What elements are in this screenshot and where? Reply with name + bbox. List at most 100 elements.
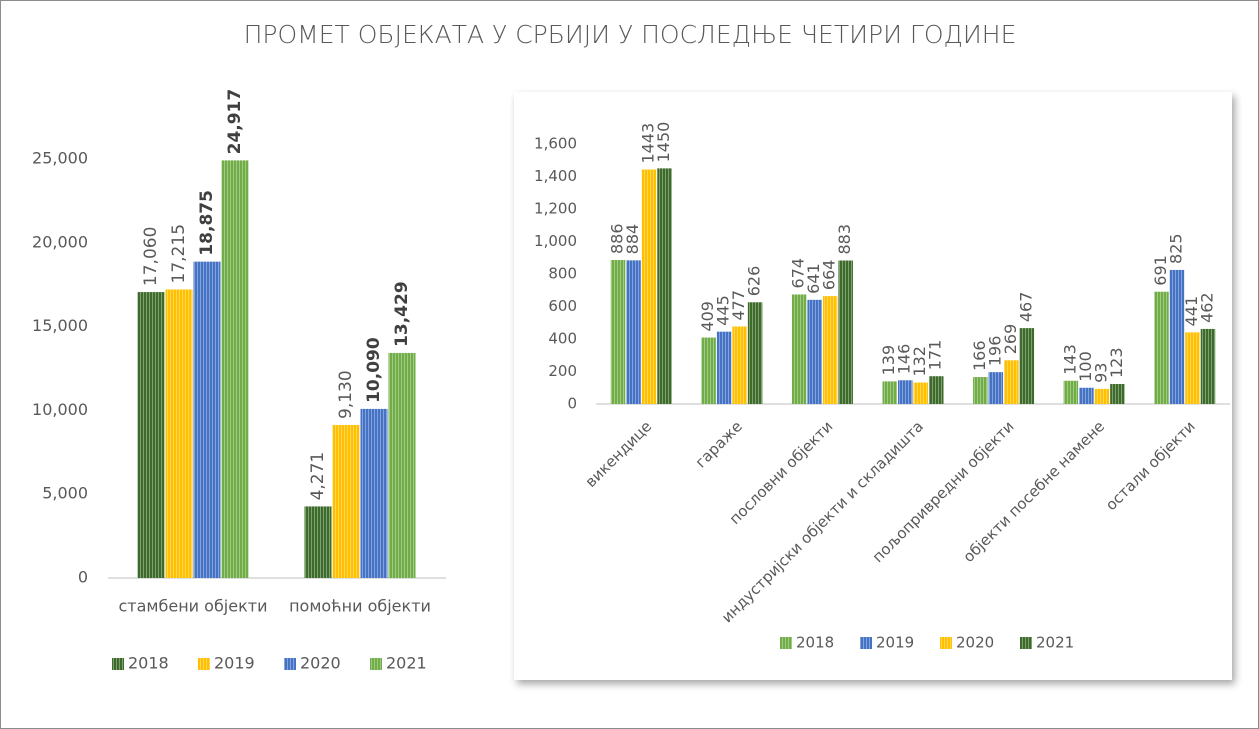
value-label: 4,271 <box>308 452 328 501</box>
bar <box>747 302 763 404</box>
legend-swatch <box>940 637 952 649</box>
y-tick-label: 1,200 <box>534 200 577 218</box>
chart-title: ПРОМЕТ ОБЈЕКАТА У СРБИЈИ У ПОСЛЕДЊЕ ЧЕТИ… <box>244 20 1017 49</box>
y-tick-label: 1,600 <box>534 135 577 153</box>
value-label: 626 <box>745 266 764 297</box>
bar <box>610 260 626 404</box>
bar <box>1185 332 1200 404</box>
value-label: 146 <box>895 344 914 375</box>
value-label: 467 <box>1016 292 1035 323</box>
bar <box>791 294 807 404</box>
value-label: 441 <box>1182 296 1201 327</box>
y-tick-label: 20,000 <box>32 232 88 251</box>
bar <box>626 260 641 404</box>
value-label: 132 <box>910 346 929 377</box>
y-tick-label: 1,000 <box>534 232 577 250</box>
bar <box>221 160 249 578</box>
legend-label: 2021 <box>386 654 427 673</box>
value-label: 477 <box>729 290 748 321</box>
legend-label: 2021 <box>1036 634 1074 652</box>
value-label: 886 <box>608 223 627 254</box>
legend-label: 2020 <box>956 634 994 652</box>
legend-label: 2019 <box>214 654 255 673</box>
bar <box>701 337 716 404</box>
value-label: 691 <box>1151 255 1170 286</box>
value-label: 17,215 <box>169 224 189 283</box>
bar <box>137 292 165 578</box>
value-label: 24,917 <box>225 89 245 155</box>
bar <box>973 377 988 404</box>
value-label: 445 <box>714 295 733 326</box>
x-tick-label: помоћни објекти <box>289 597 431 616</box>
value-label: 93 <box>1091 363 1110 383</box>
value-label: 100 <box>1076 351 1095 382</box>
bar <box>360 408 388 578</box>
bar <box>838 260 853 404</box>
legend-label: 2020 <box>300 654 341 673</box>
legend-swatch <box>1020 637 1032 649</box>
bar <box>641 169 657 404</box>
bar <box>1019 328 1035 404</box>
value-label: 143 <box>1060 344 1079 375</box>
legend-label: 2018 <box>128 654 169 673</box>
value-label: 196 <box>985 336 1004 367</box>
bar <box>332 424 360 578</box>
bar <box>913 382 928 404</box>
bar <box>822 296 838 404</box>
y-tick-label: 600 <box>548 297 577 315</box>
value-label: 641 <box>804 263 823 294</box>
value-label: 123 <box>1107 347 1126 378</box>
value-label: 884 <box>623 224 642 255</box>
y-tick-label: 1,400 <box>534 167 577 185</box>
value-label: 171 <box>926 340 945 371</box>
y-tick-label: 400 <box>548 330 577 348</box>
value-label: 883 <box>835 224 854 255</box>
legend-swatch <box>860 637 872 649</box>
bar <box>1154 291 1169 404</box>
value-label: 17,060 <box>141 227 161 286</box>
bar <box>193 261 221 578</box>
value-label: 664 <box>820 260 839 291</box>
y-tick-label: 5,000 <box>42 484 88 503</box>
value-label: 1450 <box>654 122 673 163</box>
y-tick-label: 200 <box>548 362 577 380</box>
bar <box>807 299 822 404</box>
bar <box>898 380 913 404</box>
bar <box>988 372 1004 404</box>
value-label: 269 <box>1001 324 1020 355</box>
bar <box>1110 384 1125 404</box>
legend-swatch <box>112 658 124 670</box>
value-label: 139 <box>879 345 898 376</box>
value-label: 166 <box>970 340 989 371</box>
bar <box>1094 388 1110 404</box>
bar <box>1169 269 1185 404</box>
legend-swatch <box>198 658 210 670</box>
y-tick-label: 10,000 <box>32 400 88 419</box>
legend-label: 2019 <box>876 634 914 652</box>
legend-swatch <box>370 658 382 670</box>
y-tick-label: 25,000 <box>32 149 88 168</box>
value-label: 10,090 <box>364 337 384 403</box>
y-tick-label: 0 <box>567 395 577 413</box>
y-tick-label: 800 <box>548 265 577 283</box>
value-label: 18,875 <box>197 190 217 256</box>
value-label: 462 <box>1197 292 1216 323</box>
value-label: 9,130 <box>336 370 356 419</box>
bar <box>304 506 332 578</box>
bar <box>1079 387 1094 404</box>
bar <box>1200 328 1216 404</box>
bar <box>929 376 944 404</box>
value-label: 1443 <box>639 123 658 164</box>
bar <box>1063 380 1079 404</box>
bar <box>657 168 672 404</box>
bar <box>165 289 193 578</box>
value-label: 825 <box>1166 233 1185 264</box>
value-label: 13,429 <box>392 281 412 347</box>
legend-swatch <box>780 637 792 649</box>
legend-label: 2018 <box>796 634 834 652</box>
bar <box>882 381 897 404</box>
bar <box>732 326 747 404</box>
bar <box>1004 360 1019 404</box>
bar <box>388 352 416 578</box>
